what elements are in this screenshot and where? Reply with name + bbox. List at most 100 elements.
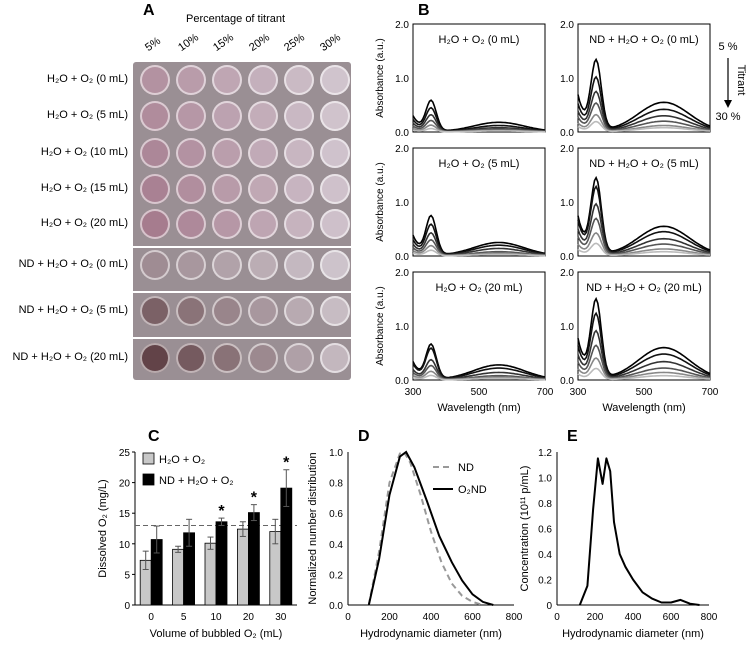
y-tick-label: 1.0: [560, 74, 574, 85]
legend-label-o2nd: O₂ND: [458, 484, 487, 496]
y-tick-label: 1.0: [538, 474, 552, 485]
absorbance-subplot-frame: [577, 147, 711, 257]
y-tick-label: 2.0: [395, 20, 409, 31]
x-axis-label: Hydrodynamic diameter (nm): [360, 628, 502, 640]
y-tick-label: 2.0: [395, 144, 409, 155]
y-tick-label: 20: [119, 479, 131, 490]
bar: [215, 521, 228, 606]
panel-letter-e: E: [567, 428, 578, 445]
plate-well: [284, 174, 314, 204]
x-tick-label: 300: [405, 387, 422, 398]
absorbance-spectrum-line: [577, 101, 711, 131]
plate-well: [176, 296, 206, 326]
plate-well: [248, 343, 278, 373]
plate-well: [212, 101, 242, 131]
absorbance-spectrum-line: [577, 90, 711, 131]
plate-well: [284, 296, 314, 326]
plate-well: [176, 343, 206, 373]
absorbance-spectrum-line: [412, 231, 546, 256]
x-tick-label: 700: [537, 387, 554, 398]
plate-well: [176, 250, 206, 280]
plate-row-label: ND + H₂O + O₂ (20 mL): [12, 351, 128, 363]
absorbance-spectrum-line: [577, 344, 711, 379]
y-tick-label: 25: [119, 448, 131, 459]
absorbance-subplot-title: H₂O + O₂ (0 mL): [439, 34, 520, 46]
o2nd-distribution-line: [367, 450, 494, 606]
plate-well: [284, 138, 314, 168]
x-tick-label: 200: [587, 612, 604, 623]
y-axis-label: Dissolved O₂ (mg/L): [97, 479, 109, 577]
absorbance-spectrum-line: [577, 231, 711, 256]
absorbance-spectrum-line: [577, 75, 711, 130]
bar: [236, 528, 249, 606]
legend-label: H₂O + O₂: [159, 454, 205, 466]
absorbance-subplot-title: ND + H₂O + O₂ (20 mL): [586, 282, 702, 294]
plate-well: [320, 138, 350, 168]
absorbance-subplot-title: ND + H₂O + O₂ (0 mL): [589, 34, 698, 46]
y-tick-label: 15: [119, 509, 131, 520]
plate-well: [212, 174, 242, 204]
x-tick-label: 30: [275, 612, 287, 623]
plate-well: [320, 101, 350, 131]
plate-well: [212, 209, 242, 239]
legend-label: ND + H₂O + O₂: [159, 475, 234, 487]
x-tick-label: 400: [423, 612, 440, 623]
x-tick-label: 300: [570, 387, 587, 398]
y-tick-label: 0: [546, 601, 552, 612]
significance-star: *: [218, 503, 225, 520]
legend-label-nd: ND: [458, 462, 474, 474]
titrant-arrow-head: [724, 100, 732, 108]
y-tick-label: 0.6: [538, 525, 552, 536]
absorbance-spectrum-line: [577, 357, 711, 380]
y-tick-label: 0.8: [329, 479, 343, 490]
y-tick-label: 0.2: [329, 570, 343, 581]
plate-well: [176, 101, 206, 131]
absorbance-spectrum-line: [577, 57, 711, 128]
absorbance-spectrum-line: [412, 223, 546, 255]
absorbance-spectrum-line: [412, 374, 546, 381]
x-axis-label: Hydrodynamic diameter (nm): [562, 628, 704, 640]
absorbance-spectrum-line: [412, 99, 546, 132]
absorbance-subplot-frame: [577, 23, 711, 133]
absorbance-spectrum-line: [412, 249, 546, 257]
plate-row-label: H₂O + O₂ (20 mL): [40, 217, 128, 229]
plate-well: [140, 296, 170, 326]
x-tick-label: 700: [702, 387, 719, 398]
y-tick-label: 1.0: [560, 198, 574, 209]
absorbance-spectrum-line: [412, 358, 546, 380]
panel-letter-b: B: [418, 2, 430, 19]
plate-well: [248, 65, 278, 95]
x-tick-label: 0: [148, 612, 154, 623]
plate-well: [176, 209, 206, 239]
plate-well: [320, 250, 350, 280]
legend-swatch: [142, 473, 155, 486]
absorbance-spectrum-line: [412, 238, 546, 256]
absorbance-spectrum-line: [577, 184, 711, 253]
absorbance-spectrum-line: [412, 127, 545, 133]
plate-well: [176, 65, 206, 95]
plate-separator: [133, 337, 351, 339]
plate-row-label: ND + H₂O + O₂ (5 mL): [18, 304, 128, 316]
panel-letter-d: D: [358, 428, 370, 445]
plate-row-label: H₂O + O₂ (15 mL): [40, 182, 128, 194]
absorbance-subplot-title: H₂O + O₂ (20 mL): [435, 282, 522, 294]
plate-row-label: H₂O + O₂ (5 mL): [47, 109, 128, 121]
y-tick-label: 2.0: [560, 144, 574, 155]
absorbance-subplot-frame: [577, 271, 711, 381]
absorbance-spectrum-line: [577, 296, 711, 376]
absorbance-spectrum-line: [577, 202, 711, 254]
plate-well: [248, 138, 278, 168]
plate-well: [284, 343, 314, 373]
plate-well: [320, 343, 350, 373]
x-tick-label: 20: [243, 612, 255, 623]
x-axis-label: Volume of bubbled O₂ (mL): [150, 628, 283, 640]
plate-row-label: ND + H₂O + O₂ (0 mL): [18, 258, 128, 270]
plate-well: [212, 343, 242, 373]
x-tick-label: 10: [210, 612, 222, 623]
y-tick-label: 0.0: [560, 252, 574, 263]
plate-well: [140, 138, 170, 168]
significance-star: *: [283, 455, 290, 472]
y-tick-label: 0.0: [395, 252, 409, 263]
bar: [247, 512, 260, 606]
absorbance-spectrum-line: [412, 364, 546, 380]
